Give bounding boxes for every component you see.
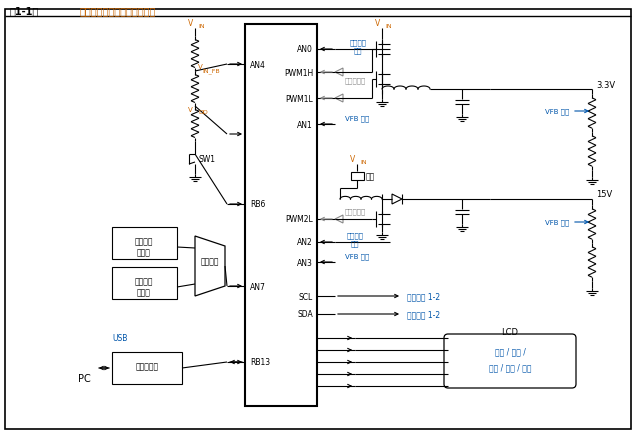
Text: IN: IN	[360, 160, 366, 165]
Text: PC: PC	[78, 373, 91, 383]
Text: V: V	[188, 107, 193, 113]
Text: PWM2L: PWM2L	[286, 215, 313, 224]
Text: 升压温度: 升压温度	[135, 277, 153, 286]
Text: 传感器: 传感器	[137, 288, 151, 297]
Text: VFB 升压: VFB 升压	[545, 219, 569, 226]
Text: 请参见图 1-2: 请参见图 1-2	[407, 310, 440, 319]
Text: 3.3V: 3.3V	[596, 80, 615, 89]
Text: USB: USB	[112, 334, 127, 343]
Text: V: V	[188, 19, 193, 27]
Text: IN: IN	[198, 23, 205, 29]
Text: 数字电源入门工具包系统框图: 数字电源入门工具包系统框图	[80, 6, 156, 16]
Text: SCL: SCL	[299, 292, 313, 301]
Bar	[245, 25, 317, 406]
Text: 电压 / 电流 /: 电压 / 电流 /	[495, 347, 525, 356]
Text: 升压: 升压	[350, 240, 359, 247]
Text: PWM1L: PWM1L	[286, 94, 313, 103]
Text: VFB 降压: VFB 降压	[345, 115, 370, 122]
Text: DD: DD	[198, 110, 208, 115]
Text: 电流检测: 电流检测	[350, 39, 366, 46]
Text: RB13: RB13	[250, 358, 270, 367]
Text: 请参见图 1-2: 请参见图 1-2	[407, 292, 440, 301]
Text: V: V	[375, 19, 380, 27]
Text: 栅极驱动器: 栅极驱动器	[344, 208, 366, 215]
Text: IN: IN	[385, 23, 392, 29]
Text: 15V: 15V	[596, 190, 612, 199]
Text: 熔丝: 熔丝	[366, 172, 375, 181]
Text: AN0: AN0	[297, 46, 313, 54]
Bar	[112, 352, 182, 384]
Text: 温度 / 故障 / 负载: 温度 / 故障 / 负载	[488, 363, 531, 372]
Text: 降压: 降压	[354, 48, 363, 54]
Bar	[112, 267, 177, 299]
Bar	[350, 173, 364, 181]
Text: VFB 升压: VFB 升压	[345, 253, 370, 260]
Text: SW1: SW1	[198, 154, 215, 163]
Text: AN7: AN7	[250, 282, 266, 291]
Text: SDA: SDA	[297, 310, 313, 319]
Text: IN_FB: IN_FB	[202, 68, 219, 74]
Text: 图1-1：: 图1-1：	[10, 6, 39, 16]
Text: 栅极驱动器: 栅极驱动器	[344, 78, 366, 84]
Text: PWM1H: PWM1H	[284, 68, 313, 77]
Text: VFB 降压: VFB 降压	[545, 108, 569, 115]
Text: AN2: AN2	[297, 238, 313, 247]
Text: 传感器: 传感器	[137, 248, 151, 257]
Text: AN1: AN1	[297, 120, 313, 129]
Text: V: V	[198, 64, 203, 70]
Text: 电流检测: 电流检测	[347, 232, 364, 239]
Text: LCD: LCD	[502, 328, 518, 337]
Text: 降压温度: 降压温度	[135, 237, 153, 246]
Text: AN4: AN4	[250, 60, 266, 69]
Bar	[112, 227, 177, 260]
Text: AN3: AN3	[297, 258, 313, 267]
Text: V: V	[350, 155, 355, 164]
Text: 多路开关: 多路开关	[201, 257, 219, 266]
Text: RB6: RB6	[250, 200, 265, 209]
Text: 板上调试器: 板上调试器	[135, 362, 158, 371]
